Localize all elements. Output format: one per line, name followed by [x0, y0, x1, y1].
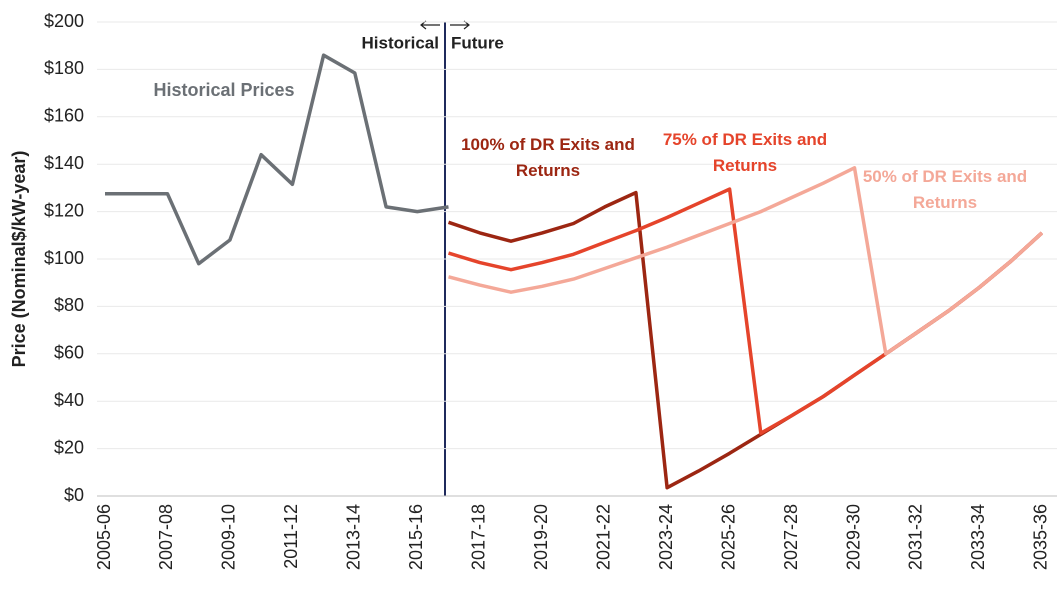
x-tick-label: 2035-36: [1031, 504, 1051, 570]
series-line: [105, 53, 449, 266]
series-line: [447, 187, 1044, 435]
annotation: Historical: [362, 33, 439, 52]
series-label: 50% of DR Exits and Returns: [862, 167, 1028, 212]
x-tick-label: 2017-18: [469, 504, 489, 570]
x-tick-label: 2011-12: [281, 504, 301, 569]
x-tick-label: 2019-20: [531, 504, 551, 570]
x-tick-label: 2025-26: [718, 504, 738, 570]
x-tick-label: 2009-10: [219, 504, 239, 570]
y-tick-label: $180: [44, 58, 84, 78]
x-tick-label: 2031-32: [906, 504, 926, 570]
y-tick-label: $60: [54, 343, 84, 363]
x-tick-label: 2023-24: [656, 504, 676, 570]
y-tick-label: $140: [44, 153, 84, 173]
y-axis-label: Price (Nominal$/kW-year): [9, 151, 29, 368]
y-tick-label: $20: [54, 437, 84, 457]
series-line: [447, 190, 1044, 490]
annotation: Future: [451, 33, 504, 52]
y-tick-label: $120: [44, 200, 84, 220]
series-label: 100% of DR Exits and Returns: [461, 135, 635, 180]
series-label: Historical Prices: [153, 80, 295, 100]
series-line: [448, 166, 1044, 356]
x-tick-label: 2015-16: [406, 504, 426, 570]
x-tick-label: 2005-06: [94, 504, 114, 570]
y-tick-label: $200: [44, 11, 84, 31]
x-tick-label: 2007-08: [156, 504, 176, 570]
y-tick-label: $100: [44, 248, 84, 268]
y-tick-label: $80: [54, 295, 84, 315]
x-tick-label: 2033-34: [968, 504, 988, 570]
x-tick-label: 2013-14: [344, 504, 364, 570]
x-tick-label: 2027-28: [781, 504, 801, 570]
y-tick-label: $160: [44, 106, 84, 126]
x-tick-label: 2029-30: [843, 504, 863, 570]
y-tick-label: $40: [54, 390, 84, 410]
series-label: 75% of DR Exits and Returns: [662, 130, 828, 175]
x-tick-label: 2021-22: [593, 504, 613, 570]
y-tick-label: $0: [64, 485, 84, 505]
